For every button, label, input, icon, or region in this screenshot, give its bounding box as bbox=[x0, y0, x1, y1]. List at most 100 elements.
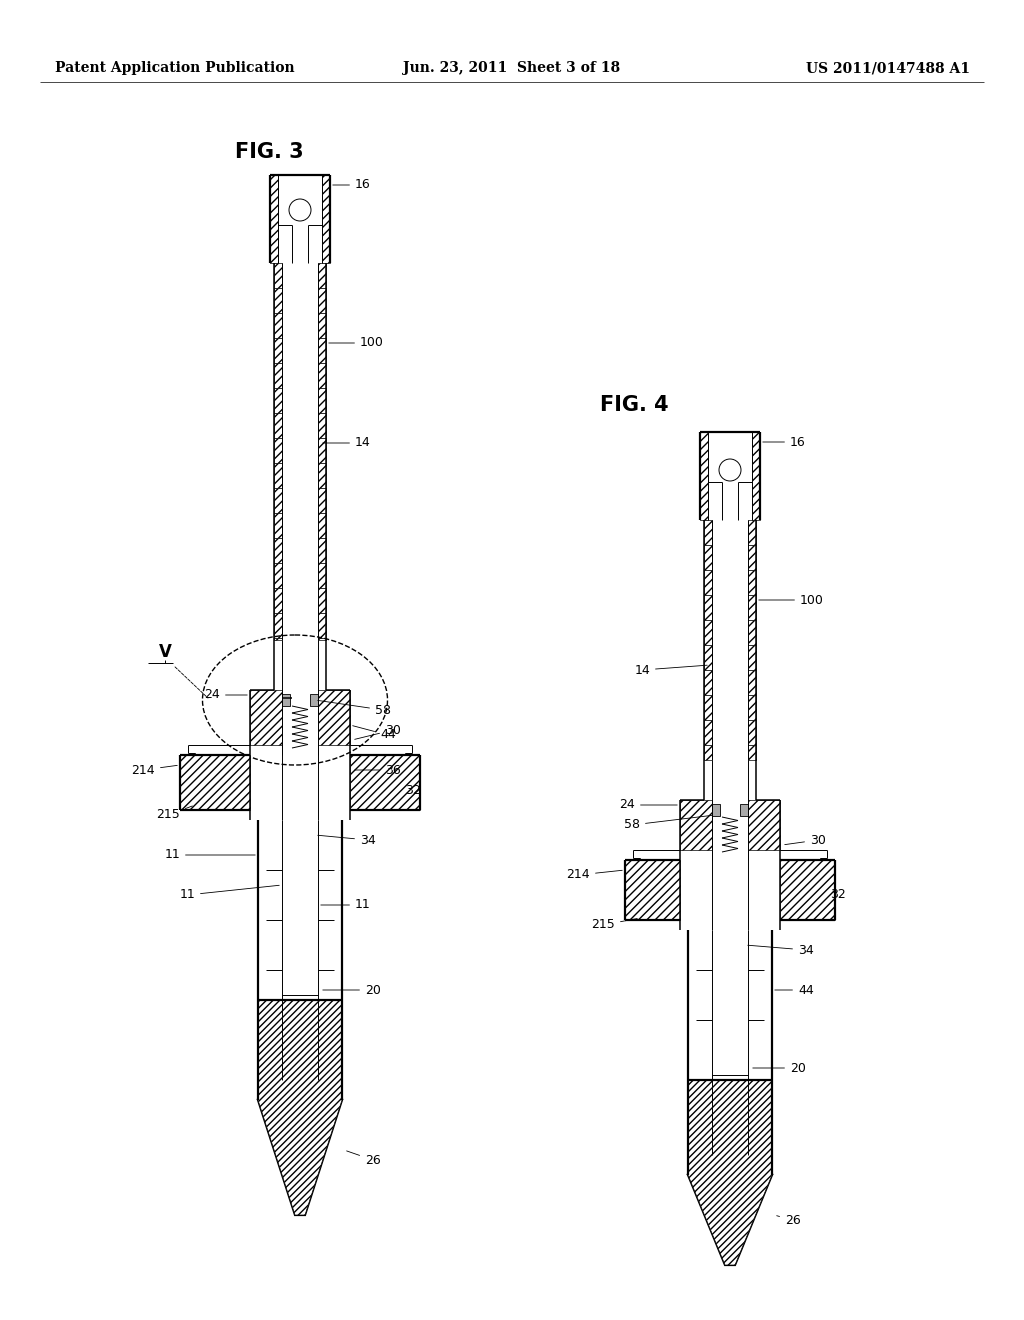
Text: 14: 14 bbox=[634, 664, 708, 676]
Polygon shape bbox=[705, 545, 712, 570]
Text: 11: 11 bbox=[321, 899, 371, 912]
Polygon shape bbox=[748, 645, 756, 671]
Text: 30: 30 bbox=[354, 723, 400, 739]
Text: Jun. 23, 2011  Sheet 3 of 18: Jun. 23, 2011 Sheet 3 of 18 bbox=[403, 61, 621, 75]
Polygon shape bbox=[258, 1001, 342, 1214]
Polygon shape bbox=[318, 539, 326, 564]
Polygon shape bbox=[318, 513, 326, 539]
Circle shape bbox=[289, 199, 311, 220]
Text: 32: 32 bbox=[830, 888, 846, 902]
Polygon shape bbox=[274, 564, 282, 587]
Text: 14: 14 bbox=[323, 437, 371, 450]
Polygon shape bbox=[274, 587, 282, 612]
Polygon shape bbox=[322, 176, 330, 263]
Bar bbox=[740, 804, 748, 816]
Polygon shape bbox=[274, 488, 282, 513]
Polygon shape bbox=[705, 645, 712, 671]
Polygon shape bbox=[688, 1080, 772, 1265]
Text: 36: 36 bbox=[354, 763, 400, 776]
Text: US 2011/0147488 A1: US 2011/0147488 A1 bbox=[806, 61, 970, 75]
Polygon shape bbox=[705, 520, 712, 545]
Text: 30: 30 bbox=[784, 833, 826, 846]
Text: 44: 44 bbox=[352, 726, 395, 742]
Polygon shape bbox=[250, 690, 282, 744]
Polygon shape bbox=[705, 671, 712, 696]
Polygon shape bbox=[318, 638, 326, 640]
Polygon shape bbox=[318, 438, 326, 463]
Polygon shape bbox=[318, 388, 326, 413]
Polygon shape bbox=[748, 719, 756, 744]
Circle shape bbox=[719, 459, 741, 480]
Polygon shape bbox=[318, 288, 326, 313]
Polygon shape bbox=[748, 800, 780, 850]
Polygon shape bbox=[688, 1175, 772, 1265]
Text: 214: 214 bbox=[566, 869, 623, 882]
Text: FIG. 4: FIG. 4 bbox=[600, 395, 669, 414]
Polygon shape bbox=[748, 744, 756, 760]
Polygon shape bbox=[625, 861, 680, 920]
Polygon shape bbox=[274, 388, 282, 413]
Text: 34: 34 bbox=[748, 944, 814, 957]
Text: 58: 58 bbox=[317, 701, 391, 717]
Text: 215: 215 bbox=[591, 919, 637, 932]
Text: 32: 32 bbox=[406, 780, 421, 796]
Bar bbox=[310, 694, 318, 706]
Polygon shape bbox=[318, 488, 326, 513]
Polygon shape bbox=[318, 413, 326, 438]
Polygon shape bbox=[318, 612, 326, 638]
Polygon shape bbox=[748, 570, 756, 595]
Polygon shape bbox=[274, 288, 282, 313]
Bar bbox=[712, 804, 720, 816]
Polygon shape bbox=[318, 363, 326, 388]
Text: 24: 24 bbox=[620, 799, 677, 812]
Text: 100: 100 bbox=[329, 337, 384, 350]
Polygon shape bbox=[705, 595, 712, 620]
Polygon shape bbox=[274, 539, 282, 564]
Polygon shape bbox=[274, 313, 282, 338]
Text: Patent Application Publication: Patent Application Publication bbox=[55, 61, 295, 75]
Polygon shape bbox=[274, 463, 282, 488]
Polygon shape bbox=[318, 587, 326, 612]
Polygon shape bbox=[274, 513, 282, 539]
Text: 44: 44 bbox=[775, 983, 814, 997]
Polygon shape bbox=[748, 520, 756, 545]
Polygon shape bbox=[318, 564, 326, 587]
Text: 11: 11 bbox=[179, 886, 280, 902]
Polygon shape bbox=[274, 263, 282, 288]
Polygon shape bbox=[270, 176, 278, 263]
Polygon shape bbox=[274, 638, 282, 640]
Text: 26: 26 bbox=[346, 1151, 381, 1167]
Polygon shape bbox=[274, 363, 282, 388]
Polygon shape bbox=[318, 313, 326, 338]
Polygon shape bbox=[318, 263, 326, 288]
Polygon shape bbox=[350, 755, 420, 810]
Text: 58: 58 bbox=[624, 816, 713, 832]
Text: 100: 100 bbox=[759, 594, 824, 606]
Polygon shape bbox=[274, 438, 282, 463]
Text: 20: 20 bbox=[323, 983, 381, 997]
Bar bbox=[282, 694, 290, 706]
Polygon shape bbox=[274, 413, 282, 438]
Polygon shape bbox=[705, 696, 712, 719]
Polygon shape bbox=[705, 719, 712, 744]
Text: 34: 34 bbox=[317, 833, 376, 846]
Polygon shape bbox=[748, 545, 756, 570]
Text: 26: 26 bbox=[776, 1213, 801, 1226]
Polygon shape bbox=[258, 1100, 342, 1214]
Text: 16: 16 bbox=[333, 178, 371, 191]
Polygon shape bbox=[680, 800, 712, 850]
Polygon shape bbox=[748, 671, 756, 696]
Polygon shape bbox=[780, 861, 835, 920]
Polygon shape bbox=[700, 432, 708, 520]
Text: 16: 16 bbox=[763, 436, 806, 449]
Polygon shape bbox=[705, 620, 712, 645]
Polygon shape bbox=[274, 612, 282, 638]
Polygon shape bbox=[318, 690, 350, 744]
Polygon shape bbox=[748, 696, 756, 719]
Text: 215: 215 bbox=[157, 807, 193, 821]
Polygon shape bbox=[748, 595, 756, 620]
Polygon shape bbox=[705, 744, 712, 760]
Text: FIG. 3: FIG. 3 bbox=[234, 143, 304, 162]
Polygon shape bbox=[748, 620, 756, 645]
Polygon shape bbox=[180, 755, 250, 810]
